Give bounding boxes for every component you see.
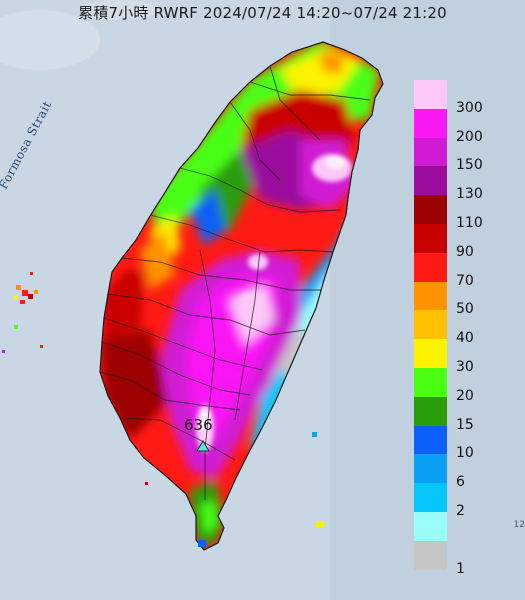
legend-label: 1 [456, 560, 465, 577]
legend-label: 2 [456, 503, 465, 519]
legend-label: 110 [456, 215, 483, 231]
legend-swatch [414, 252, 447, 283]
offshore-echo [316, 521, 324, 527]
legend-label: 20 [456, 387, 474, 404]
legend-label: 150 [456, 157, 483, 174]
legend-swatch [414, 339, 447, 369]
legend-swatch [414, 368, 447, 398]
color-legend: 300 200 150 130 110 90 70 50 40 30 20 15 10 6 2 1 [414, 80, 518, 577]
legend-swatch [414, 224, 447, 254]
legend-swatch [414, 195, 447, 225]
legend-label: 6 [456, 474, 465, 491]
legend-swatch [414, 512, 447, 542]
legend-label: 300 [456, 99, 483, 116]
legend-swatch [414, 454, 447, 484]
legend-label: 130 [456, 186, 483, 203]
legend-swatch [414, 80, 447, 110]
legend-swatch [414, 540, 447, 571]
legend-label: 15 [456, 416, 474, 433]
offshore-echo [312, 432, 317, 437]
legend-label: 30 [456, 359, 474, 375]
legend-swatch [414, 483, 447, 513]
offshore-echo [145, 482, 148, 485]
legend-swatch [414, 166, 447, 196]
legend-swatch [414, 108, 447, 139]
legend-label: 10 [456, 445, 474, 462]
legend-label: 200 [456, 128, 483, 145]
legend-swatch [414, 310, 447, 340]
max-rainfall-triangle-icon [196, 440, 210, 452]
legend-label: 50 [456, 301, 474, 318]
map-title: 累積7小時 RWRF 2024/07/24 14:20~07/24 21:20 [78, 4, 447, 22]
legend-label: 70 [456, 272, 474, 289]
legend-swatch [414, 281, 447, 311]
penghu-islands [2, 272, 43, 353]
legend-swatch [414, 396, 447, 427]
legend-label: 40 [456, 330, 474, 347]
legend-swatch [414, 137, 447, 167]
legend-swatch [414, 425, 447, 455]
max-rainfall-label: 636 [184, 416, 213, 434]
offshore-echo [198, 540, 206, 547]
edge-text: 12 [513, 520, 525, 530]
legend-label: 90 [456, 243, 474, 260]
